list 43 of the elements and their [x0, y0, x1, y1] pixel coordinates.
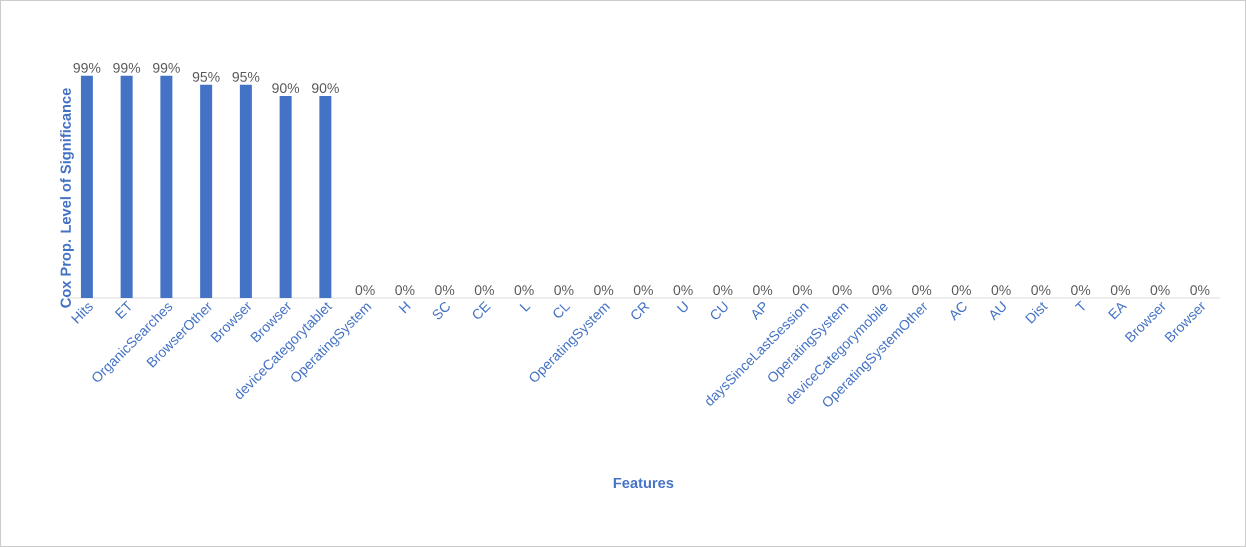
x-tick-label: CE — [472, 301, 491, 319]
x-tick-label: EA — [1108, 303, 1128, 320]
x-tick-label: AC — [950, 302, 967, 321]
x-axis-title: Features — [613, 477, 674, 489]
data-label: 0% — [1190, 285, 1210, 296]
data-label: 0% — [1150, 285, 1170, 296]
data-label: 0% — [792, 285, 812, 296]
x-tick-label: L — [519, 304, 531, 312]
data-label: 0% — [673, 285, 693, 296]
x-tick-label: Hits — [71, 303, 93, 324]
data-label: 0% — [594, 285, 614, 296]
data-label: 0% — [1110, 285, 1130, 296]
x-tick-label: SC — [432, 302, 450, 320]
data-label: 0% — [832, 285, 852, 296]
data-label: 0% — [991, 285, 1011, 296]
x-tick-label: Dist — [1025, 302, 1048, 324]
data-label: 0% — [474, 285, 494, 296]
data-label: 0% — [355, 285, 375, 296]
data-label: 0% — [514, 285, 534, 296]
data-label: 0% — [872, 285, 892, 296]
data-label: 95% — [192, 71, 220, 82]
y-axis-title: Cox Prop. Level of Significance — [60, 88, 74, 308]
data-label: 0% — [753, 285, 773, 296]
x-tick-label: AU — [990, 301, 1006, 321]
x-tick-label: CR — [631, 302, 650, 320]
data-label: 0% — [951, 285, 971, 296]
data-label: 0% — [1071, 285, 1091, 296]
data-label: 90% — [272, 83, 300, 94]
data-label: 0% — [912, 285, 932, 296]
data-label: 0% — [395, 285, 415, 296]
data-label: 0% — [554, 285, 574, 296]
data-label: 0% — [633, 285, 653, 296]
data-label: 99% — [73, 62, 101, 73]
data-label: 0% — [1031, 285, 1051, 296]
x-tick-label: U — [676, 301, 688, 313]
data-label: 90% — [312, 83, 339, 94]
data-label: 99% — [153, 62, 180, 73]
data-label: 0% — [713, 285, 733, 296]
x-tick-label: T — [1074, 300, 1085, 311]
data-label: 0% — [435, 285, 455, 296]
data-label: 95% — [232, 71, 260, 82]
x-tick-label: H — [398, 301, 411, 314]
data-label: 99% — [113, 62, 141, 73]
